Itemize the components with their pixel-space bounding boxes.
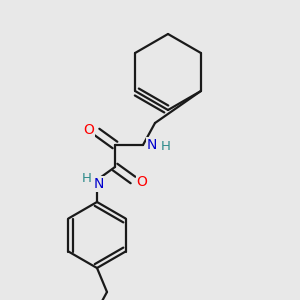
Text: H: H (82, 172, 92, 185)
Text: O: O (136, 175, 147, 189)
Text: O: O (84, 123, 94, 137)
Text: N: N (147, 138, 157, 152)
Text: N: N (94, 177, 104, 191)
Text: H: H (161, 140, 171, 154)
